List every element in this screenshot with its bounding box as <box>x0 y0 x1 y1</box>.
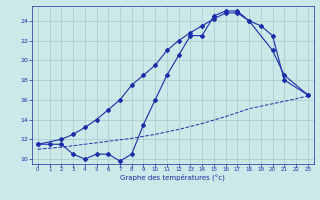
X-axis label: Graphe des températures (°c): Graphe des températures (°c) <box>120 174 225 181</box>
